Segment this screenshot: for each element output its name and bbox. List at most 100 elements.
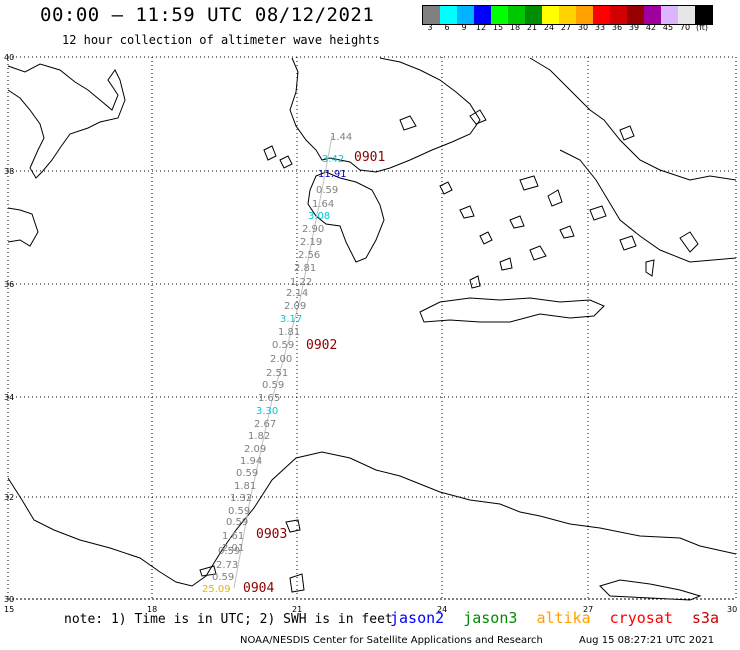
legend-label: 12 xyxy=(475,23,487,32)
legend-swatch xyxy=(559,6,576,24)
wave-height-label: 2.67 xyxy=(254,419,276,430)
legend-swatch xyxy=(508,6,525,24)
footnote: note: 1) Time is in UTC; 2) SWH is in fe… xyxy=(64,612,393,627)
legend-label: 42 xyxy=(645,23,657,32)
legend-label: 39 xyxy=(628,23,640,32)
latitude-labels: 40 38 36 34 32 30 xyxy=(4,53,14,604)
legend-swatch xyxy=(542,6,559,24)
color-scale-legend xyxy=(422,5,713,25)
legend-label: 30 xyxy=(577,23,589,32)
wave-height-label: 3.08 xyxy=(308,211,330,222)
wave-height-label: 0.59 xyxy=(228,506,250,517)
wave-height-label: 2.56 xyxy=(298,250,320,261)
generated-timestamp: Aug 15 08:27:21 UTC 2021 xyxy=(579,635,715,646)
wave-height-label: 2.19 xyxy=(300,237,322,248)
map-frame xyxy=(7,56,737,600)
lat-lon-grid xyxy=(8,56,736,600)
wave-height-values: 1.44 3.42 11.91 0.59 1.643.08 2.90 2.19 2.56 2.8… xyxy=(202,132,352,595)
sat-cryosat: cryosat xyxy=(609,609,673,627)
legend-swatch xyxy=(695,6,712,24)
lon-label: 24 xyxy=(437,605,447,614)
credit-line: NOAA/NESDIS Center for Satellite Applica… xyxy=(240,635,543,646)
wave-height-label: 2.90 xyxy=(302,224,324,235)
sat-jason3: jason3 xyxy=(463,609,518,627)
wave-height-label: 1.81 xyxy=(278,327,300,338)
time-mark: 0903 xyxy=(256,527,287,542)
ground-track xyxy=(233,135,333,589)
lat-label: 38 xyxy=(4,167,14,176)
legend-label: 15 xyxy=(492,23,504,32)
lat-label: 32 xyxy=(4,493,14,502)
wave-height-label: 2.09 xyxy=(284,301,306,312)
lon-label: 15 xyxy=(4,605,14,614)
legend-label: 45 xyxy=(662,23,674,32)
legend-swatch xyxy=(525,6,542,24)
wave-height-label: 1.81 xyxy=(234,481,256,492)
legend-label: 21 xyxy=(526,23,538,32)
lon-label: 27 xyxy=(583,605,593,614)
legend-label: 6 xyxy=(444,23,450,32)
legend-swatch xyxy=(644,6,661,24)
wave-height-label: 2.81 xyxy=(294,263,316,274)
legend-label: 9 xyxy=(461,23,467,32)
lat-label: 34 xyxy=(4,393,14,402)
legend-label: 36 xyxy=(611,23,623,32)
wave-height-label: 0.59 xyxy=(218,546,240,557)
legend-swatch xyxy=(491,6,508,24)
wave-height-label: 2.73 xyxy=(216,560,238,571)
legend-label: 33 xyxy=(594,23,606,32)
map-subtitle: 12 hour collection of altimeter wave hei… xyxy=(62,33,380,47)
wave-height-label: 2.51 xyxy=(266,368,288,379)
legend-swatch xyxy=(627,6,644,24)
wave-height-label: 1.44 xyxy=(330,132,352,143)
lat-label: 30 xyxy=(4,595,14,604)
wave-height-label: 0.59 xyxy=(212,572,234,583)
satellite-legend: jason2 jason3 altika cryosat s3a xyxy=(390,609,729,627)
wave-height-label: 0.59 xyxy=(262,380,284,391)
legend-label: 70 xyxy=(679,23,691,32)
wave-height-label: 25.09 xyxy=(202,584,231,595)
lon-label: 21 xyxy=(292,605,302,614)
legend-swatch xyxy=(423,6,440,24)
lat-label: 40 xyxy=(4,53,14,62)
legend-label: 3 xyxy=(427,23,433,32)
wave-height-label: 1.94 xyxy=(240,456,262,467)
wave-height-label: 1.82 xyxy=(248,431,270,442)
wave-height-label: 3.17 xyxy=(280,314,302,325)
wave-height-label: 3.30 xyxy=(256,406,278,417)
time-marks: 0901 0902 0903 0904 xyxy=(243,150,385,596)
wave-height-label: 2.00 xyxy=(270,354,292,365)
wave-height-label: 0.59 xyxy=(316,185,338,196)
lon-label: 30 xyxy=(727,605,737,614)
legend-label: 27 xyxy=(560,23,572,32)
legend-label: (ft) xyxy=(695,23,709,32)
legend-swatch xyxy=(576,6,593,24)
wave-height-label: 11.91 xyxy=(318,169,347,180)
wave-height-label: 1.64 xyxy=(312,199,334,210)
sat-s3a: s3a xyxy=(691,609,719,627)
time-mark: 0902 xyxy=(306,338,337,353)
wave-height-label: 1.22 xyxy=(290,277,312,288)
legend-swatch xyxy=(593,6,610,24)
wave-height-label: 0.59 xyxy=(272,340,294,351)
wave-height-label: 2.01 xyxy=(222,543,244,554)
longitude-labels: 15 18 21 24 27 30 xyxy=(4,605,737,614)
coastlines xyxy=(7,57,737,601)
time-mark: 0904 xyxy=(243,581,274,596)
lon-label: 18 xyxy=(147,605,157,614)
wave-height-label: 0.59 xyxy=(226,517,248,528)
time-mark: 0901 xyxy=(354,150,385,165)
wave-height-label: 2.09 xyxy=(244,444,266,455)
lat-label: 36 xyxy=(4,280,14,289)
legend-swatch xyxy=(610,6,627,24)
legend-swatch xyxy=(457,6,474,24)
legend-swatch xyxy=(678,6,695,24)
wave-height-label: 2.14 xyxy=(286,288,308,299)
wave-height-label: 0.59 xyxy=(236,468,258,479)
wave-height-label: 1.65 xyxy=(258,393,280,404)
legend-swatch xyxy=(474,6,491,24)
wave-height-label: 3.42 xyxy=(322,154,344,165)
wave-height-label: 1.61 xyxy=(222,531,244,542)
sat-jason2: jason2 xyxy=(390,609,445,627)
